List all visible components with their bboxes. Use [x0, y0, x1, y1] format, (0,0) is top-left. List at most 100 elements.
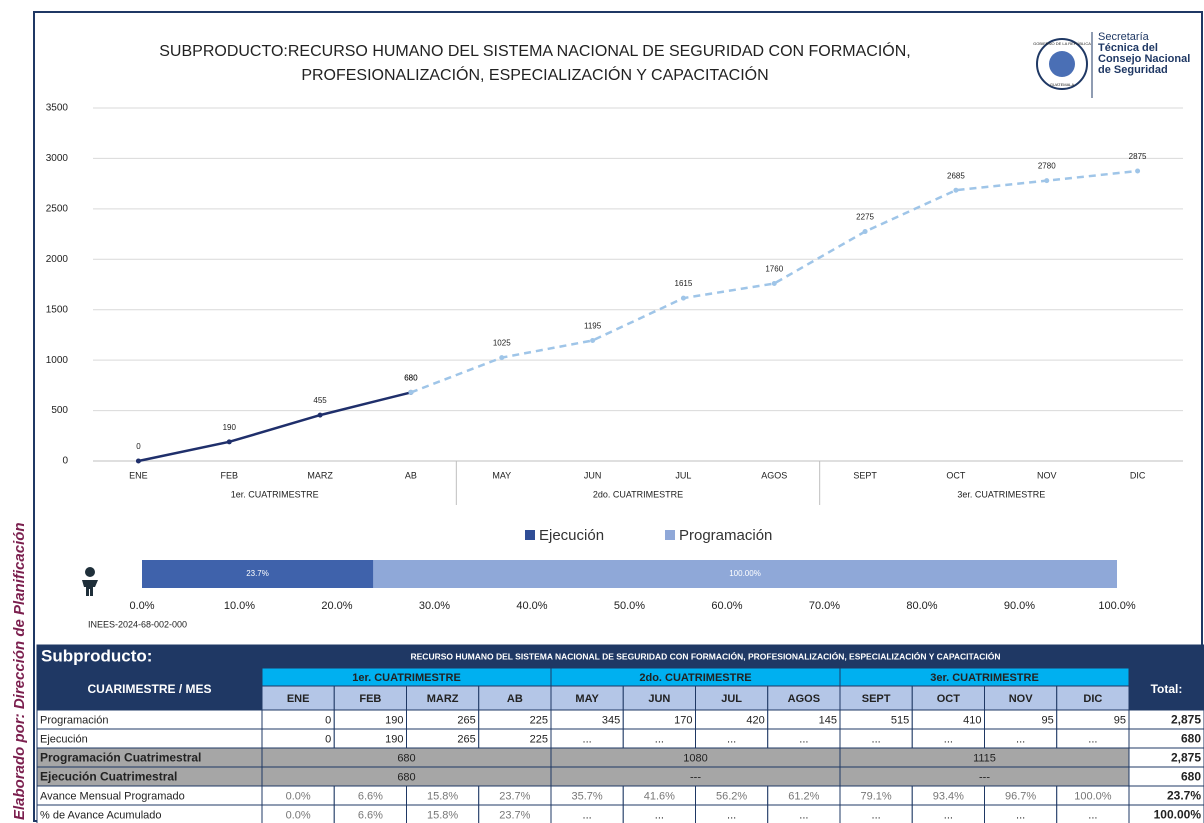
table-subtitle: RECURSO HUMANO DEL SISTEMA NACIONAL DE S… [411, 650, 1001, 661]
month-header: FEB [359, 693, 381, 705]
month-header: JUL [721, 693, 742, 705]
progress-label: 23.7% [246, 569, 269, 578]
x-tick-label: 0.0% [129, 600, 154, 612]
group-header: 1er. CUATRIMESTRE [352, 672, 461, 684]
row-total: 2,875 [1171, 713, 1201, 727]
cell-text: 35.7% [572, 790, 603, 802]
cell-text: 96.7% [1005, 790, 1036, 802]
data-point [135, 458, 141, 464]
cell-text: 345 [602, 714, 620, 726]
x-tick-label: 40.0% [516, 600, 547, 612]
row-total: 680 [1181, 732, 1201, 746]
cell-text: 680 [397, 771, 415, 783]
cell-text: ... [583, 809, 592, 821]
data-point [317, 412, 323, 418]
data-label: 1025 [493, 339, 511, 348]
cell-text: ... [655, 733, 664, 745]
cell-text: 79.1% [861, 790, 892, 802]
x-tick-label: JUN [584, 470, 602, 480]
logo-text: Consejo Nacional [1098, 53, 1190, 65]
data-label: 1195 [584, 322, 602, 331]
x-tick-label: 100.0% [1098, 600, 1136, 612]
x-tick-label: NOV [1037, 470, 1057, 480]
y-tick-label: 2500 [46, 203, 69, 214]
data-label: 2685 [947, 171, 965, 180]
cell-text: ... [872, 809, 881, 821]
data-point [862, 229, 868, 235]
seal-text: GUATEMALA [1050, 82, 1075, 87]
month-header: MAY [575, 693, 599, 705]
cell-text: ... [1088, 733, 1097, 745]
cell-text: ... [872, 733, 881, 745]
chart-note: INEES-2024-68-002-000 [88, 619, 187, 629]
cell-text: ... [727, 733, 736, 745]
cell-text: 6.6% [358, 790, 383, 802]
group-label: 1er. CUATRIMESTRE [231, 489, 319, 499]
cell-text: --- [979, 771, 990, 783]
data-label: 2780 [1038, 162, 1056, 171]
cell-text: 23.7% [499, 809, 530, 821]
x-tick-label: FEB [220, 470, 238, 480]
cell-text: 56.2% [716, 790, 747, 802]
data-point [1044, 178, 1050, 184]
row-label: Programación Cuatrimestral [40, 751, 201, 765]
progress-bar [142, 560, 374, 588]
y-tick-label: 1500 [46, 304, 69, 315]
x-tick-label: 30.0% [419, 600, 450, 612]
cell-text: 0.0% [286, 809, 311, 821]
group-header: 3er. CUATRIMESTRE [930, 672, 1039, 684]
logo-text: Técnica del [1098, 42, 1158, 54]
cell-text: 95 [1114, 714, 1126, 726]
seal-emblem [1049, 51, 1075, 77]
cell-text: ... [799, 733, 808, 745]
y-tick-label: 0 [62, 456, 68, 467]
x-tick-label: OCT [946, 470, 966, 480]
x-tick-label: AGOS [761, 470, 787, 480]
side-label: Elaborado por: Dirección de Planificació… [11, 522, 28, 820]
y-tick-label: 2000 [46, 254, 69, 265]
y-tick-label: 3500 [46, 103, 69, 114]
data-label: 2875 [1129, 152, 1147, 161]
cell-text: 170 [674, 714, 692, 726]
cell-text: 190 [385, 733, 403, 745]
cell-text: 225 [530, 714, 548, 726]
logo-text: de Seguridad [1098, 64, 1168, 76]
row-label: Avance Mensual Programado [40, 790, 185, 802]
cell-text: ... [1016, 733, 1025, 745]
cell-text: 420 [746, 714, 764, 726]
chart-title: SUBPRODUCTO:RECURSO HUMANO DEL SISTEMA N… [159, 41, 911, 60]
cell-text: 15.8% [427, 809, 458, 821]
group-label: 2do. CUATRIMESTRE [593, 489, 683, 499]
cell-text: --- [690, 771, 701, 783]
total-header: Total: [1151, 682, 1183, 696]
x-tick-label: DIC [1130, 470, 1146, 480]
group-header: 2do. CUATRIMESTRE [639, 672, 751, 684]
table-cell [36, 667, 263, 711]
cell-text: ... [1016, 809, 1025, 821]
table-cell [261, 685, 335, 711]
month-header: OCT [937, 693, 961, 705]
cell-text: ... [655, 809, 664, 821]
month-header: AB [507, 693, 523, 705]
y-tick-label: 3000 [46, 153, 69, 164]
row-label: Ejecución [40, 733, 88, 745]
data-label: 1615 [675, 279, 693, 288]
cell-text: 61.2% [788, 790, 819, 802]
month-header: ENE [287, 693, 310, 705]
cell-text: 0 [325, 733, 331, 745]
month-header: NOV [1009, 693, 1034, 705]
legend-label: Ejecución [539, 527, 604, 544]
cell-text: 0 [325, 714, 331, 726]
data-point [499, 355, 505, 361]
x-tick-label: 20.0% [321, 600, 352, 612]
cell-text: 1080 [683, 752, 707, 764]
cell-text: ... [727, 809, 736, 821]
x-tick-label: 70.0% [809, 600, 840, 612]
series-line [138, 391, 412, 463]
cell-text: ... [944, 733, 953, 745]
cell-text: 145 [819, 714, 837, 726]
table-cell [984, 685, 1058, 711]
data-point [408, 389, 414, 395]
data-point [1135, 168, 1141, 174]
